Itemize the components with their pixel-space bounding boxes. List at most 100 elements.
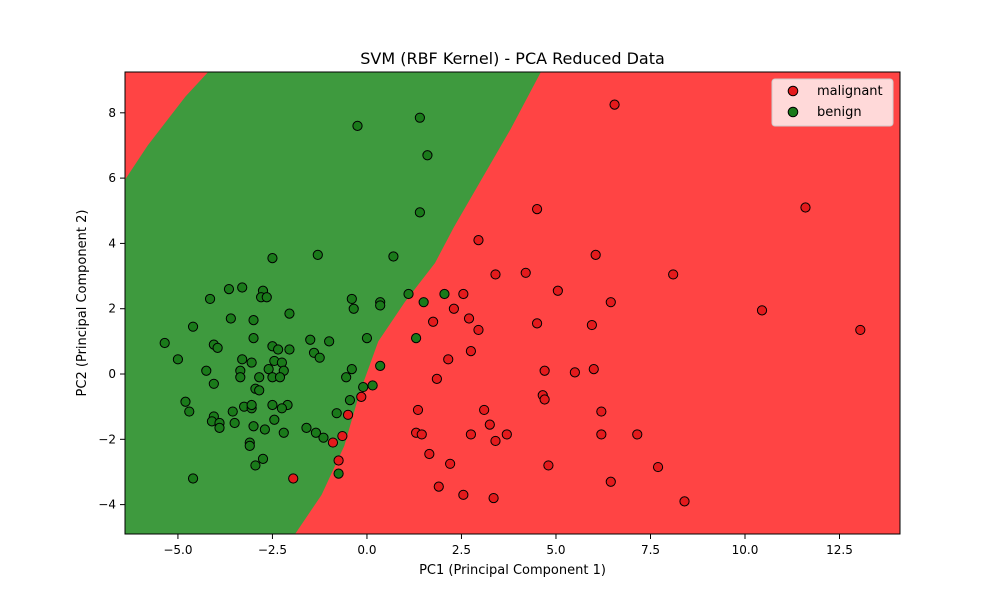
legend-box	[771, 78, 894, 127]
legend-marker-malignant	[787, 85, 799, 97]
scatter-points	[159, 99, 866, 507]
malignant-point	[428, 316, 439, 327]
benign-point	[235, 372, 246, 383]
benign-point	[229, 417, 240, 429]
benign-point	[439, 288, 450, 300]
malignant-point	[596, 406, 607, 417]
chart-title: SVM (RBF Kernel) - PCA Reduced Data	[360, 49, 665, 68]
malignant-point	[543, 460, 554, 471]
y-axis-label: PC2 (Principal Component 2)	[75, 210, 90, 397]
malignant-point	[479, 404, 490, 416]
malignant-point	[632, 429, 643, 440]
benign-point	[284, 308, 295, 319]
y-axis: −4 −2 0 2 4 6 8	[98, 106, 125, 512]
malignant-point	[445, 458, 456, 469]
malignant-point	[569, 367, 580, 378]
legend: malignant benign	[771, 78, 894, 127]
benign-point	[375, 300, 386, 311]
benign-point	[246, 399, 257, 411]
malignant-point	[539, 365, 550, 376]
benign-point	[324, 336, 335, 347]
malignant-point	[337, 430, 348, 442]
malignant-point	[605, 476, 616, 487]
malignant-point	[356, 391, 367, 402]
malignant-point	[484, 419, 495, 430]
benign-point	[361, 332, 373, 344]
malignant-point	[465, 429, 477, 440]
benign-point	[305, 334, 316, 345]
benign-point	[367, 380, 378, 391]
y-tick-label: −2	[98, 432, 116, 446]
malignant-point	[539, 394, 550, 405]
benign-point	[214, 422, 225, 433]
benign-point	[187, 321, 199, 332]
benign-point	[333, 468, 344, 479]
benign-point	[310, 427, 322, 438]
benign-point	[348, 303, 359, 314]
benign-point	[259, 424, 270, 435]
malignant-point	[679, 496, 690, 507]
benign-point	[341, 372, 352, 383]
benign-point	[278, 427, 289, 438]
legend-marker-benign	[787, 106, 799, 118]
malignant-point	[433, 481, 444, 492]
x-tick-label: 12.5	[826, 543, 853, 557]
benign-point	[301, 422, 312, 433]
benign-point	[248, 332, 259, 344]
y-tick-label: 4	[108, 236, 116, 250]
benign-point	[172, 354, 184, 365]
benign-point	[358, 381, 369, 393]
benign-point	[414, 207, 425, 218]
malignant-point	[552, 285, 563, 296]
x-tick-label: −5.0	[163, 543, 192, 557]
x-tick-label: 5.0	[546, 543, 565, 557]
malignant-point	[458, 489, 469, 500]
benign-point	[227, 406, 238, 417]
malignant-point	[327, 437, 339, 448]
benign-point	[248, 421, 259, 432]
benign-point	[237, 354, 248, 365]
benign-point	[267, 253, 278, 264]
malignant-point	[590, 249, 601, 260]
benign-point	[346, 364, 357, 375]
x-axis: −5.0 −2.5 0.0 2.5 5.0 7.5 10.0 12.5	[163, 534, 853, 557]
benign-point	[312, 249, 323, 260]
benign-point	[184, 406, 195, 417]
malignant-point	[668, 269, 679, 280]
malignant-point	[652, 461, 664, 473]
benign-point	[346, 293, 357, 305]
malignant-point	[596, 429, 607, 440]
malignant-point	[424, 448, 435, 460]
malignant-point	[465, 346, 477, 357]
malignant-point	[448, 303, 460, 314]
benign-point	[237, 282, 248, 293]
benign-point	[388, 251, 399, 262]
benign-point	[267, 399, 278, 411]
malignant-point	[520, 267, 531, 278]
benign-point	[276, 357, 287, 368]
benign-point	[318, 432, 329, 443]
benign-point	[212, 342, 223, 353]
malignant-point	[586, 319, 597, 331]
benign-point	[331, 408, 342, 419]
benign-point	[225, 313, 236, 324]
benign-point	[276, 403, 287, 414]
legend-label-benign: benign	[817, 105, 862, 120]
benign-point	[261, 292, 272, 303]
benign-point	[254, 372, 265, 383]
malignant-point	[458, 288, 469, 300]
malignant-point	[609, 99, 620, 110]
benign-point	[248, 315, 259, 326]
plot-area	[125, 72, 900, 534]
malignant-point	[605, 297, 616, 308]
malignant-point	[531, 318, 543, 329]
benign-point	[204, 293, 216, 305]
benign-point	[344, 395, 356, 406]
benign-point	[187, 473, 199, 484]
malignant-point	[473, 324, 484, 336]
benign-point	[273, 344, 284, 355]
benign-point	[269, 414, 280, 425]
benign-point	[375, 360, 386, 371]
x-tick-label: 7.5	[641, 543, 660, 557]
